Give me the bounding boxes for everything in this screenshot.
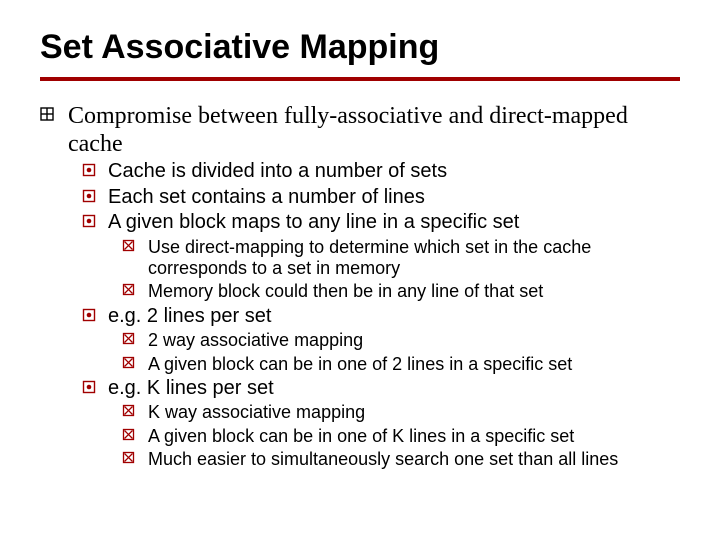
bullet-lvl2-icon <box>82 163 96 177</box>
lvl2-item: Cache is divided into a number of sets <box>82 160 680 184</box>
lvl3-text: A given block can be in one of 2 lines i… <box>148 354 572 374</box>
bullet-lvl2-icon <box>82 214 96 228</box>
bullet-list-lvl3: Use direct-mapping to determine which se… <box>122 237 680 303</box>
lvl2-text: A given block maps to any line in a spec… <box>108 211 519 233</box>
bullet-list-lvl3: 2 way associative mapping A given block … <box>122 330 680 374</box>
bullet-lvl3-icon <box>122 356 135 369</box>
lvl3-item: A given block can be in one of K lines i… <box>122 426 680 447</box>
bullet-list-lvl3: K way associative mapping A given block … <box>122 402 680 470</box>
lvl3-item: Use direct-mapping to determine which se… <box>122 237 680 279</box>
bullet-lvl3-icon <box>122 404 135 417</box>
lvl3-item: K way associative mapping <box>122 402 680 423</box>
bullet-lvl2-icon <box>82 189 96 203</box>
bullet-lvl2-icon <box>82 380 96 394</box>
lvl3-text: 2 way associative mapping <box>148 330 363 350</box>
bullet-list-lvl2: Cache is divided into a number of sets E… <box>82 160 680 470</box>
bullet-lvl3-icon <box>122 239 135 252</box>
lvl3-text: Much easier to simultaneously search one… <box>148 449 618 469</box>
lvl2-item: Each set contains a number of lines <box>82 186 680 210</box>
lvl2-text: e.g. 2 lines per set <box>108 305 271 327</box>
title-rule <box>40 77 680 81</box>
lvl3-text: A given block can be in one of K lines i… <box>148 426 574 446</box>
lvl3-text: Memory block could then be in any line o… <box>148 281 543 301</box>
lvl3-text: K way associative mapping <box>148 402 365 422</box>
bullet-list-lvl1: Compromise between fully-associative and… <box>40 103 680 470</box>
lvl2-text: Each set contains a number of lines <box>108 186 425 208</box>
lvl3-item: Memory block could then be in any line o… <box>122 281 680 302</box>
bullet-lvl3-icon <box>122 283 135 296</box>
lvl3-item: Much easier to simultaneously search one… <box>122 449 680 470</box>
slide: Set Associative Mapping Compromise betwe… <box>0 0 720 540</box>
lvl3-item: A given block can be in one of 2 lines i… <box>122 354 680 375</box>
lvl2-item: e.g. K lines per set K way associative m… <box>82 377 680 470</box>
lvl3-item: 2 way associative mapping <box>122 330 680 351</box>
lvl2-item: A given block maps to any line in a spec… <box>82 211 680 302</box>
bullet-lvl3-icon <box>122 428 135 441</box>
bullet-lvl2-icon <box>82 308 96 322</box>
lvl2-text: e.g. K lines per set <box>108 377 274 399</box>
bullet-lvl3-icon <box>122 332 135 345</box>
lvl2-text: Cache is divided into a number of sets <box>108 160 447 182</box>
lvl1-text: Compromise between fully-associative and… <box>68 103 628 157</box>
bullet-lvl1-icon <box>40 107 54 121</box>
lvl1-item: Compromise between fully-associative and… <box>40 103 680 470</box>
lvl2-item: e.g. 2 lines per set 2 way associative m… <box>82 305 680 375</box>
lvl3-text: Use direct-mapping to determine which se… <box>148 237 591 278</box>
slide-title: Set Associative Mapping <box>40 28 680 67</box>
bullet-lvl3-icon <box>122 451 135 464</box>
